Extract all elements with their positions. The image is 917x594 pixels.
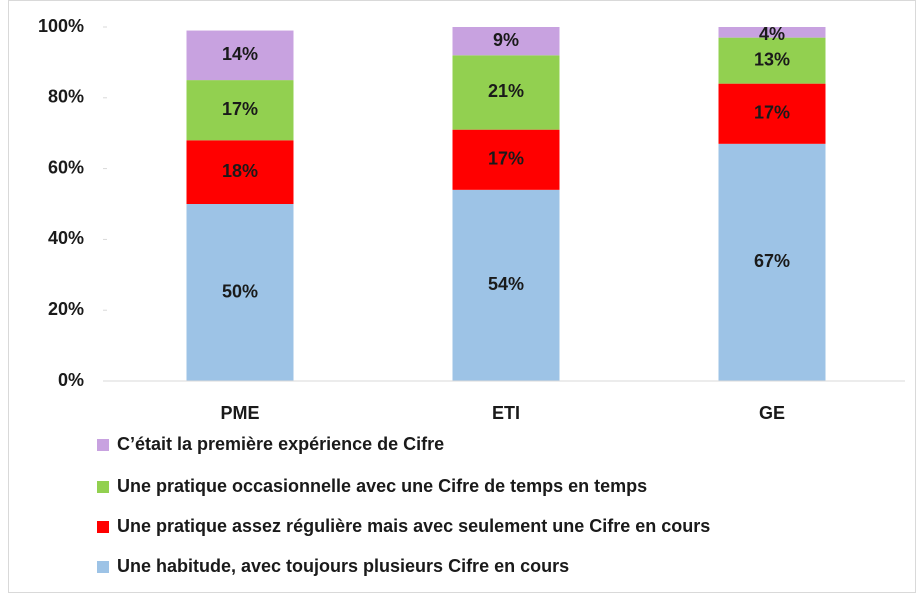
y-tick-label: 40% [48, 228, 84, 248]
bar-segment [452, 27, 560, 56]
legend-label: C’était la première expérience de Cifre [117, 434, 444, 454]
legend-label: Une habitude, avec toujours plusieurs Ci… [117, 556, 569, 576]
data-label: 9% [493, 30, 519, 50]
y-tick-label: 60% [48, 157, 84, 177]
data-label: 17% [222, 99, 258, 119]
plot-area [186, 27, 826, 381]
bar-segment [452, 189, 560, 381]
bar-segment [186, 140, 294, 204]
data-label: 21% [488, 81, 524, 101]
legend-swatch [97, 481, 109, 493]
bar-segment [718, 27, 826, 38]
bar-segment [718, 37, 826, 84]
legend-swatch [97, 561, 109, 573]
data-label: 17% [754, 102, 790, 122]
x-tick-label: ETI [492, 403, 520, 423]
data-label: 50% [222, 281, 258, 301]
bar-segment [718, 83, 826, 144]
bar-segment [452, 55, 560, 130]
y-tick-label: 20% [48, 299, 84, 319]
y-tick-label: 0% [58, 370, 84, 390]
bar-segment [186, 204, 294, 381]
data-label: 13% [754, 49, 790, 69]
x-tick-label: PME [220, 403, 259, 423]
legend-swatch [97, 521, 109, 533]
chart-frame [8, 0, 916, 593]
data-label: 14% [222, 44, 258, 64]
data-label: 18% [222, 161, 258, 181]
data-label: 67% [754, 251, 790, 271]
data-label: 4% [759, 24, 785, 44]
legend-swatch [97, 439, 109, 451]
bar-segment [186, 80, 294, 141]
legend-label: Une pratique occasionnelle avec une Cifr… [117, 476, 647, 496]
bar-segment [452, 129, 560, 190]
bar-segment [718, 143, 826, 381]
data-label: 17% [488, 149, 524, 169]
x-tick-label: GE [759, 403, 785, 423]
y-tick-label: 100% [38, 16, 84, 36]
data-label: 54% [488, 274, 524, 294]
bar-segment [186, 30, 294, 81]
legend-label: Une pratique assez régulière mais avec s… [117, 516, 710, 536]
y-tick-label: 80% [48, 87, 84, 107]
